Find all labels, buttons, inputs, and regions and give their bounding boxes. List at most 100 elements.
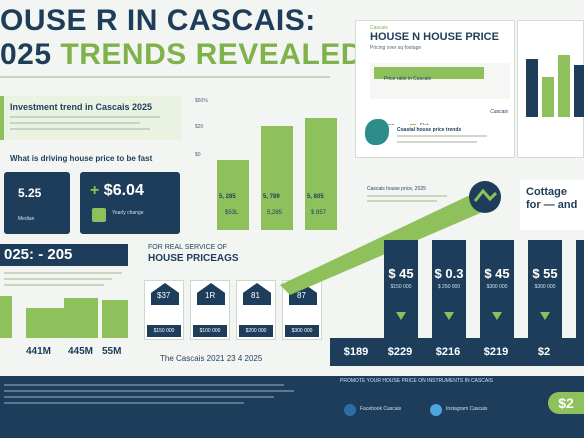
house-icon [243,283,271,305]
stat-change-value: + $6.04 [90,182,144,199]
text-line [4,278,112,280]
tower-value: $ 45 [388,266,414,281]
text-line [4,384,284,386]
bar-value: 445M [68,346,94,357]
text-line [4,272,122,274]
tower-bottom-value: $229 [387,346,413,358]
tower-bottom-value: $216 [435,346,461,358]
tower: $ 45 $300 000 [480,240,514,348]
axis-label: $60% [195,98,208,104]
tower-bottom-value: $189 [343,346,369,358]
cottage-text: Cottage for — and Cascais [526,186,578,211]
footer-headline: PROMOTE YOUR HOUSE PRICE ON INSTRUMENTS … [340,378,493,384]
house-label: $37 [157,291,171,300]
banner-heading: Investment trend in Cascais 2025 [10,102,153,112]
house-price: $100 000 [193,325,227,337]
chart-bar [261,126,293,230]
year-strip: 025: - 205 [0,244,128,266]
bar-value: 55M [102,346,122,357]
footer: PROMOTE YOUR HOUSE PRICE ON INSTRUMENTS … [0,376,584,438]
tower-sub: $ 250 000 [437,284,461,290]
stat-value: 5.25 [18,186,42,200]
services-footer: The Cascais 2021 23 4 2025 [160,354,263,363]
text-line [397,135,487,137]
title-year: 025 [0,38,52,71]
house-card: 1R $100 000 [190,280,230,340]
chart-bar [64,298,98,338]
text-line [4,402,244,404]
mini-bar [542,77,554,117]
tower-base: $189 $229 $216 $219 $2 [330,338,584,366]
panel-note: Cascais [490,109,508,115]
facebook-link[interactable]: Facebook Cascais [360,406,402,412]
footer-text-block [4,384,304,404]
text-line [367,200,437,202]
panel-title: HOUSE N HOUSE PRICE [370,31,499,43]
cottage-card: Cottage for — and Cascais [520,180,584,230]
people-icon [92,208,106,222]
twitter-icon[interactable] [430,404,442,416]
text-line [4,396,274,398]
stat-label: Median [18,216,35,222]
text-line [10,122,140,124]
text-line [367,195,447,197]
bar-sublabel: $ 857 [311,210,327,216]
text-line [397,141,477,143]
driver-prompt: What is driving house price to be fast [10,154,153,163]
trend-banner: Investment trend in Cascais 2025 [0,96,182,140]
title-accent: TRENDS REVEALED [60,38,363,71]
tower-sub: $300 000 [534,284,556,290]
tower-sub: $300 000 [486,284,508,290]
panel-tag: Cascais [370,25,388,31]
text-line [10,128,150,130]
middle-bar-chart: $60% $20 $0 5, 285 5, 789 5, 805 $53L 5,… [195,98,345,230]
stat-card-change: + $6.04 Yearly change [80,172,180,234]
chart-bar [217,160,249,230]
house-icon [151,283,179,305]
tower-value: $ 0.3 [434,266,464,281]
house-price: $150 000 [147,325,181,337]
side-caption: Cascais house price, 2025 [367,186,462,202]
tower: $ 0.3 $ 250 000 [432,240,466,348]
panel-subtitle: Pricing over sq footage [370,45,422,51]
page-title-line2: 025 TRENDS REVEALED [0,38,363,72]
bar-label: 5, 789 [263,194,280,200]
tower-bottom-value: $2 [537,346,551,358]
trend-icon [469,181,501,213]
text-line [4,284,104,286]
down-marker-icon [396,312,406,320]
mini-bar [558,55,570,117]
house-label: 87 [297,291,306,300]
mini-bar [526,59,538,117]
tower-value: $ 55 [532,266,558,281]
tower: $ 45 $150 000 [384,240,418,348]
side-caption-text: Cascais house price, 2025 [367,186,426,192]
house-label: 1R [205,291,216,300]
house-price: $200 000 [239,325,273,337]
house-label: 81 [251,291,260,300]
tower-value: $ 45 [484,266,510,281]
stat-card-median: 5.25 Median [4,172,70,234]
instagram-link[interactable]: Instagram Cascais [446,406,488,412]
chart-bar [305,118,337,230]
coastal-title: Coastal house price trends [397,127,462,133]
chart-bar [102,300,128,338]
down-marker-icon [540,312,550,320]
house-price: $300 000 [285,325,319,337]
mini-bar [574,65,584,117]
tower [576,240,584,348]
house-icon [197,283,225,305]
services-title-line1: FOR REAL SERVICE OF [148,244,227,251]
coastal-card: Coastal house price trends [365,119,495,155]
services-title-line2: HOUSE PRICEAGS [148,253,239,264]
axis-label: $20 [195,124,204,130]
bar-sublabel: 5,285 [267,210,283,216]
chart-bar [0,296,12,338]
tower-chart: $ 45 $150 000 $ 0.3 $ 250 000 $ 45 $300 … [384,240,584,370]
facebook-icon[interactable] [344,404,356,416]
axis-label: $0 [195,152,201,158]
text-line [10,116,160,118]
stat-label: Yearly change [112,210,144,216]
tower: $ 55 $300 000 [528,240,562,348]
down-marker-icon [444,312,454,320]
